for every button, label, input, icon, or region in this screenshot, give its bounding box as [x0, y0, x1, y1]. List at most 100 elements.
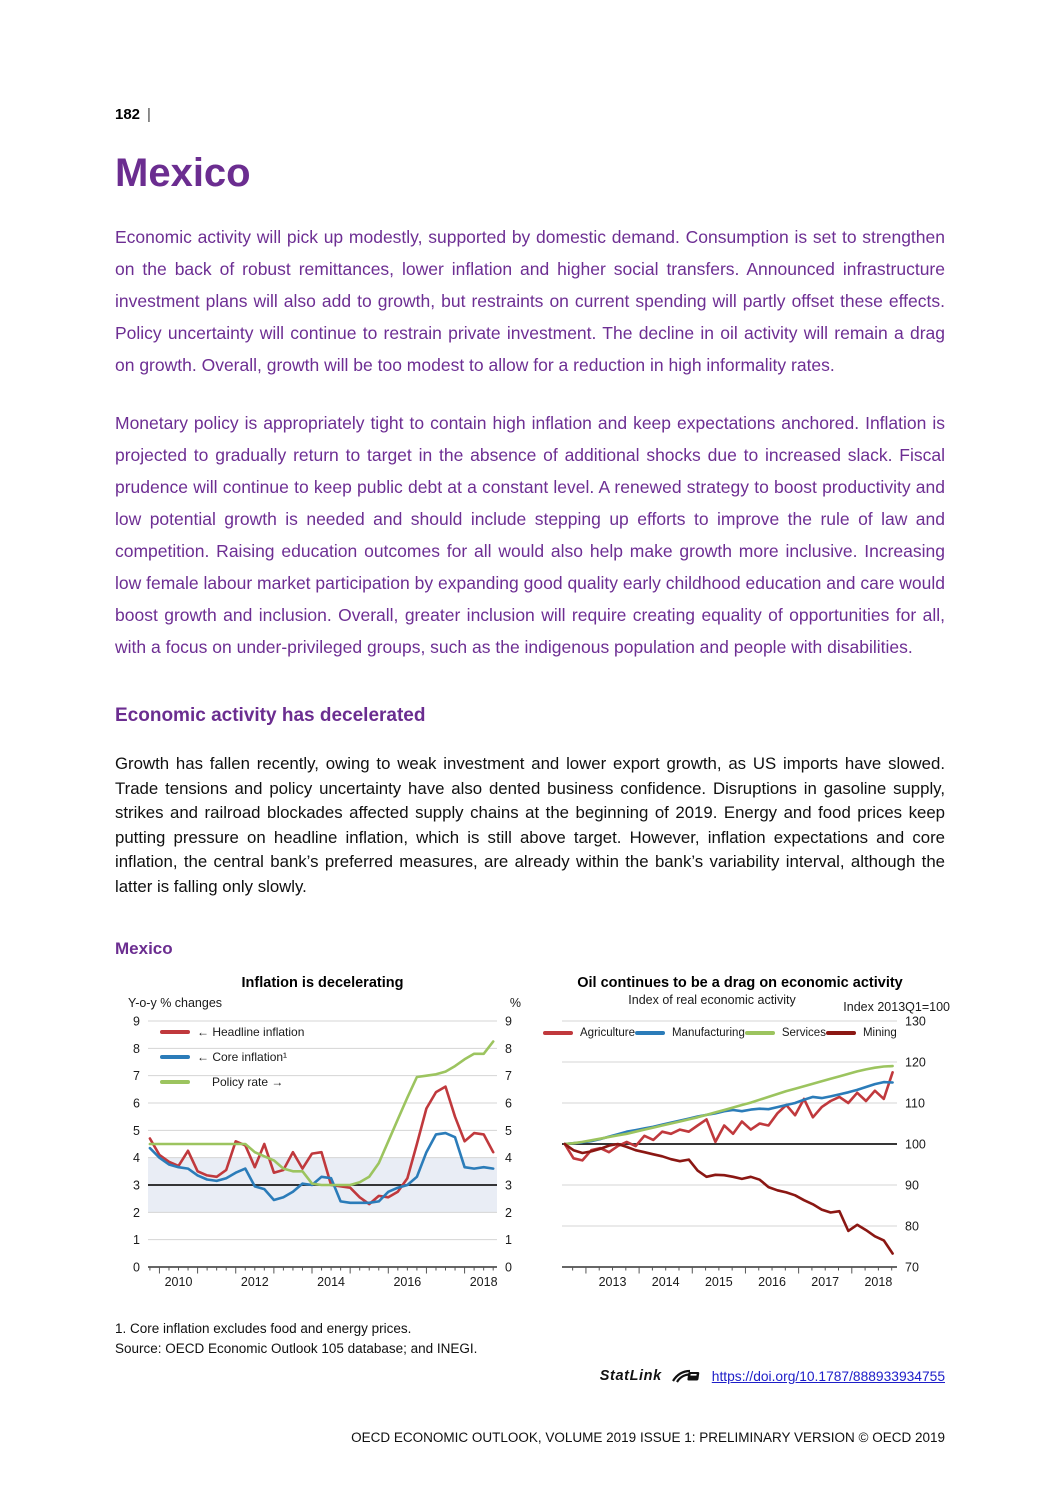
x-axis-labels: 2013 2014 2015 2016 2017 2018: [599, 1275, 893, 1289]
x-axis-labels: 2010 2012 2014 2016 2018: [165, 1275, 498, 1289]
svg-text:2014: 2014: [652, 1275, 680, 1289]
inflation-chart: Inflation is decelerating Y-o-y % change…: [115, 975, 530, 1293]
footnote-source: Source: OECD Economic Outlook 105 databa…: [115, 1341, 478, 1356]
svg-text:2: 2: [505, 1206, 512, 1220]
svg-text:2016: 2016: [393, 1275, 421, 1289]
legend-swatch: [160, 1030, 190, 1034]
svg-text:120: 120: [905, 1056, 926, 1070]
legend-label: Manufacturing: [671, 1027, 745, 1039]
x-axis: [148, 1266, 497, 1274]
svg-text:5: 5: [133, 1124, 140, 1138]
page-title: Mexico: [115, 151, 251, 195]
legend-swatch: [543, 1031, 573, 1035]
lead-paragraph-1: Economic activity will pick up modestly,…: [115, 227, 945, 375]
legend-label: Agriculture: [580, 1027, 635, 1039]
inflation-chart-title: Inflation is decelerating: [241, 975, 404, 991]
svg-text:2010: 2010: [165, 1275, 193, 1289]
page-header: 182 |: [115, 106, 945, 123]
gridlines: [562, 1020, 897, 1227]
chart-legend: Agriculture Manufacturing Services Mining: [543, 1027, 897, 1039]
lead-paragraph-2: Monetary policy is appropriately tight t…: [115, 413, 945, 657]
legend-label: Policy rate →: [212, 1075, 284, 1089]
chart-legend: ← Headline inflation ← Core inflation¹ Pol…: [160, 1025, 304, 1089]
svg-text:3: 3: [133, 1179, 140, 1193]
figure-footnotes: 1. Core inflation excludes food and ener…: [115, 1319, 945, 1359]
svg-text:6: 6: [505, 1097, 512, 1111]
svg-text:0: 0: [133, 1261, 140, 1275]
series-line-services: [563, 1064, 894, 1146]
statlink-label: StatLink: [599, 1368, 662, 1384]
figure: Inflation is decelerating Y-o-y % change…: [115, 975, 950, 1293]
page-number: 182: [115, 106, 141, 123]
svg-text:4: 4: [505, 1151, 512, 1165]
svg-text:1: 1: [505, 1233, 512, 1247]
svg-text:6: 6: [133, 1097, 140, 1111]
svg-text:4: 4: [133, 1151, 140, 1165]
body-paragraph: Growth has fallen recently, owing to wea…: [115, 754, 945, 896]
activity-chart-subtitle-row: Index of real economic activity Index 20…: [530, 991, 950, 1014]
left-axis-caption: Y-o-y % changes: [128, 996, 223, 1010]
svg-text:70: 70: [905, 1261, 919, 1275]
svg-text:90: 90: [905, 1179, 919, 1193]
legend-item: Policy rate →: [160, 1075, 283, 1089]
legend-label: ← Headline inflation: [197, 1025, 305, 1039]
legend-label: Mining: [862, 1027, 897, 1039]
svg-text:8: 8: [133, 1042, 140, 1056]
svg-text:80: 80: [905, 1220, 919, 1234]
legend-swatch: [744, 1031, 775, 1035]
svg-text:2018: 2018: [470, 1275, 498, 1289]
svg-text:100: 100: [905, 1138, 926, 1152]
page-footer: OECD ECONOMIC OUTLOOK, VOLUME 2019 ISSUE…: [351, 1430, 945, 1445]
svg-text:2018: 2018: [864, 1275, 892, 1289]
svg-text:2016: 2016: [758, 1275, 786, 1289]
page-number-separator: |: [147, 106, 151, 123]
inflation-chart-svg: 0 0 1 1 2 2 3 3 4 4 5 5 6 6 7 7 8 8 9 9 2010 2012 2014 2016 2018: [133, 1015, 512, 1290]
svg-text:2014: 2014: [317, 1275, 345, 1289]
legend-item: Agriculture: [543, 1027, 635, 1039]
y-axis-labels: 0 0 1 1 2 2 3 3 4 4 5 5 6 6 7 7 8 8 9 9: [133, 1015, 512, 1275]
svg-text:7: 7: [133, 1069, 140, 1083]
svg-text:2: 2: [133, 1206, 140, 1220]
activity-chart-title: Oil continues to be a drag on economic a…: [577, 975, 903, 991]
series-line-mining: [563, 1142, 894, 1255]
svg-text:7: 7: [505, 1069, 512, 1083]
legend-item: ← Core inflation¹: [160, 1050, 287, 1064]
legend-item: Mining: [825, 1027, 897, 1039]
activity-index-axis-label: Index 2013Q1=100: [843, 1000, 950, 1014]
svg-text:8: 8: [505, 1042, 512, 1056]
svg-text:2012: 2012: [241, 1275, 269, 1289]
legend-item: Manufacturing: [634, 1027, 745, 1039]
activity-chart: Oil continues to be a drag on economic a…: [530, 975, 950, 1293]
series-line-core-inflation: [148, 1131, 495, 1205]
series-line-manufacturing: [563, 1080, 894, 1146]
svg-text:130: 130: [905, 1015, 926, 1029]
svg-text:2013: 2013: [599, 1275, 627, 1289]
series-line-policy-rate: [148, 1040, 495, 1187]
x-axis: [562, 1266, 897, 1274]
series-line-agriculture: [563, 1070, 894, 1162]
svg-text:1: 1: [133, 1233, 140, 1247]
svg-text:3: 3: [505, 1179, 512, 1193]
statlink-icon: [671, 1368, 703, 1384]
footnote-1: 1. Core inflation excludes food and ener…: [115, 1321, 412, 1336]
legend-swatch: [160, 1055, 190, 1059]
statlink: StatLink https://doi.org/10.1787/8889339…: [115, 1368, 945, 1384]
legend-label: Services: [781, 1027, 826, 1039]
legend-item: Services: [744, 1027, 826, 1039]
svg-text:9: 9: [505, 1015, 512, 1029]
svg-text:5: 5: [505, 1124, 512, 1138]
figure-label: Mexico: [115, 939, 173, 958]
right-axis-caption: %: [509, 996, 521, 1010]
statlink-url[interactable]: https://doi.org/10.1787/888933934755: [711, 1368, 945, 1384]
section-heading: Economic activity has decelerated: [115, 705, 426, 726]
legend-swatch: [634, 1031, 665, 1035]
legend-swatch: [160, 1080, 190, 1084]
svg-text:9: 9: [133, 1015, 140, 1029]
y-axis-labels: 70 80 90 100 110 120 130: [905, 1015, 926, 1275]
legend-item: ← Headline inflation: [160, 1025, 304, 1039]
svg-text:2015: 2015: [705, 1275, 733, 1289]
legend-label: ← Core inflation¹: [197, 1050, 288, 1064]
legend-swatch: [825, 1031, 856, 1035]
